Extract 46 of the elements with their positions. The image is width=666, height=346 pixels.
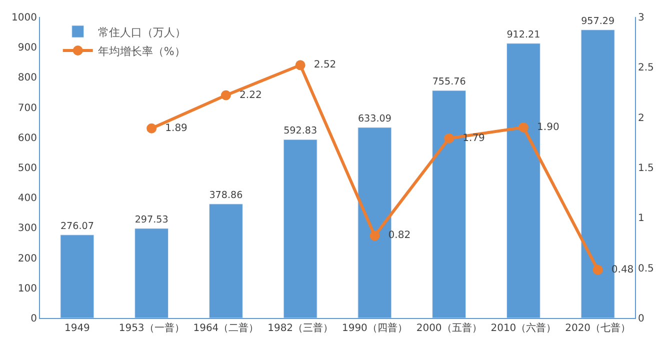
point: [592, 264, 603, 275]
data-label: 378.86: [209, 190, 243, 202]
data-label: 755.76: [432, 76, 466, 88]
y-tick-label: 600: [18, 132, 37, 144]
point: [518, 122, 528, 132]
x-tick-label: 1964（二普）: [193, 322, 259, 334]
legend-label: 年均增长率（%）: [98, 44, 186, 58]
data-label: 633.09: [358, 114, 392, 125]
data-label: 1.89: [158, 122, 188, 134]
x-tick-label: 1990（四普）: [342, 322, 408, 334]
point: [220, 90, 231, 100]
data-label: 2.52: [308, 60, 336, 71]
y2-tick-label: 3: [638, 12, 644, 24]
data-label: 592.83: [284, 126, 318, 137]
y2-tick-label: 1.5: [638, 163, 654, 174]
data-label: 957.29: [581, 16, 615, 27]
x-tick-label: 2010（六普）: [490, 322, 556, 334]
y-tick-label: 100: [18, 283, 37, 294]
y-tick-label: 0: [30, 314, 37, 324]
data-label: 276.07: [60, 221, 94, 232]
x-tick-label: 1949: [64, 323, 90, 334]
legend-label: 常住人口（万人）: [98, 26, 186, 39]
data-label: 297.53: [134, 214, 168, 226]
data-label: 912.21: [506, 30, 540, 41]
y-tick-label: 800: [18, 72, 37, 84]
x-tick-label: 2000（五普）: [416, 322, 482, 334]
x-tick-label: 1953（一普）: [118, 322, 184, 334]
y-tick-label: 500: [18, 163, 37, 174]
y-tick-label: 200: [18, 253, 37, 264]
point: [444, 133, 454, 144]
y2-tick-label: 2.5: [638, 62, 654, 74]
data-label: 2.22: [233, 90, 262, 101]
y-tick-label: 1000: [12, 12, 37, 24]
x-tick-label: 2020（七普）: [565, 322, 631, 334]
point: [295, 60, 306, 70]
y-tick-label: 700: [18, 102, 37, 114]
y2-tick-label: 2: [638, 112, 644, 124]
y2-tick-label: 1: [638, 213, 644, 224]
y-tick-label: 300: [18, 223, 37, 234]
y2-tick-label: 0: [638, 314, 644, 324]
point: [146, 123, 157, 134]
y-tick-label: 900: [18, 42, 37, 54]
point: [370, 230, 380, 241]
x-tick-label: 1982（三普）: [268, 322, 334, 334]
y2-tick-label: 0.5: [638, 263, 654, 274]
y-tick-label: 400: [18, 193, 37, 204]
